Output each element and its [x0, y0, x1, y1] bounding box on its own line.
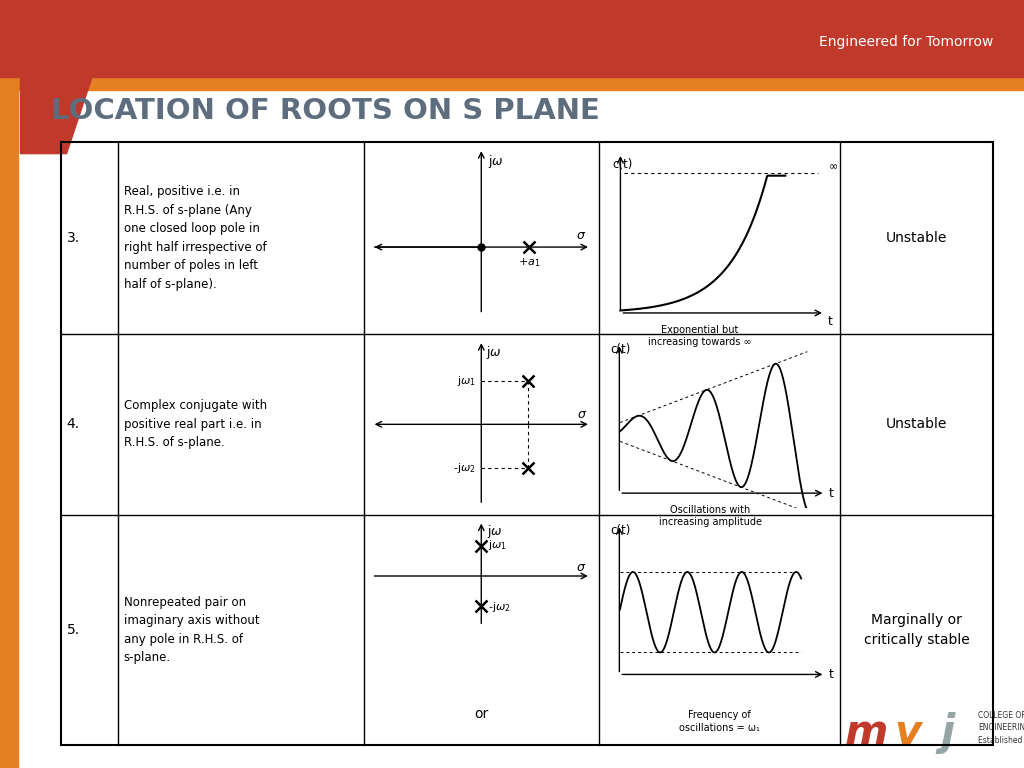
Text: t: t [828, 316, 834, 329]
Text: $\sigma$: $\sigma$ [577, 408, 587, 421]
Text: 3.: 3. [67, 231, 80, 245]
Text: Frequency of
oscillations = ω₁: Frequency of oscillations = ω₁ [679, 710, 760, 733]
Text: $\sigma$: $\sigma$ [577, 561, 587, 574]
Text: Unstable: Unstable [886, 231, 947, 245]
Text: Real, positive i.e. in
R.H.S. of s-plane (Any
one closed loop pole in
right half: Real, positive i.e. in R.H.S. of s-plane… [124, 185, 266, 291]
Text: -j$\omega_2$: -j$\omega_2$ [487, 601, 510, 614]
Text: $\sigma$: $\sigma$ [577, 229, 587, 242]
Text: -j$\omega_2$: -j$\omega_2$ [453, 461, 475, 475]
Text: +$a_1$: +$a_1$ [518, 256, 541, 269]
Text: j$\omega_1$: j$\omega_1$ [487, 538, 507, 551]
Text: v: v [894, 712, 921, 754]
Text: j$\omega$: j$\omega$ [486, 343, 502, 361]
Text: $\infty$: $\infty$ [828, 161, 839, 170]
Text: j$\omega$: j$\omega$ [487, 153, 504, 170]
Text: 5.: 5. [67, 623, 80, 637]
Text: t: t [828, 487, 834, 500]
Text: c(t): c(t) [610, 343, 631, 356]
Text: Engineered for Tomorrow: Engineered for Tomorrow [819, 35, 993, 49]
Text: LOCATION OF ROOTS ON S PLANE: LOCATION OF ROOTS ON S PLANE [51, 98, 600, 125]
Text: or: or [474, 707, 488, 721]
Text: Oscillations with
increasing amplitude: Oscillations with increasing amplitude [658, 505, 762, 527]
Text: t: t [828, 668, 834, 681]
Text: Exponential but
increasing towards ∞: Exponential but increasing towards ∞ [648, 326, 752, 347]
Text: j$\omega_1$: j$\omega_1$ [457, 373, 475, 388]
Text: Unstable: Unstable [886, 417, 947, 432]
Text: Nonrepeated pair on
imaginary axis without
any pole in R.H.S. of
s-plane.: Nonrepeated pair on imaginary axis witho… [124, 595, 259, 664]
Text: COLLEGE OF
ENGINEERING
Established in 1882: COLLEGE OF ENGINEERING Established in 18… [978, 711, 1024, 745]
Text: Complex conjugate with
positive real part i.e. in
R.H.S. of s-plane.: Complex conjugate with positive real par… [124, 399, 267, 449]
Text: 4.: 4. [67, 417, 80, 432]
Text: j: j [940, 712, 954, 754]
Text: j$\omega$: j$\omega$ [486, 523, 502, 540]
Text: c(t): c(t) [610, 525, 631, 538]
Text: m: m [845, 712, 888, 754]
Text: Marginally or
critically stable: Marginally or critically stable [863, 613, 970, 647]
Text: c(t): c(t) [612, 158, 633, 171]
